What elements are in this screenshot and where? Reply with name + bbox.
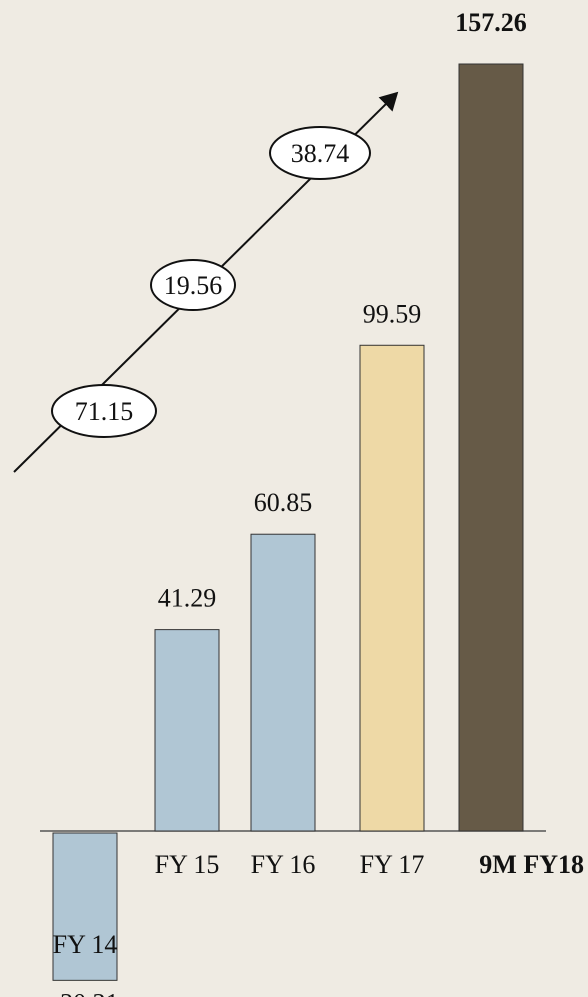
category-label-fy-14: FY 14 (53, 930, 118, 959)
growth-bubble-2 (150, 259, 236, 311)
value-label-fy-16: 60.85 (254, 488, 313, 517)
growth-label-3: 38.74 (291, 139, 350, 168)
value-label-9m-fy18: 157.26 (455, 8, 527, 37)
growth-bubble-3 (269, 126, 371, 180)
growth-trend: 71.15 19.56 38.74 (13, 91, 399, 473)
category-label-fy-17: FY 17 (360, 850, 425, 879)
bar-fy-16 (250, 533, 316, 832)
bar-fy-15 (154, 629, 220, 832)
growth-label-2: 19.56 (164, 271, 223, 300)
bar-9m-fy18 (458, 63, 524, 832)
category-label-9m-fy18: 9M FY18 (479, 850, 584, 879)
value-label-fy-14: -30.21 (51, 988, 118, 997)
value-label-fy-17: 99.59 (363, 299, 422, 328)
bar-fy-14 (52, 832, 118, 981)
growth-bubble-1 (51, 384, 157, 438)
growth-label-1: 71.15 (75, 397, 134, 426)
category-label-fy-15: FY 15 (155, 850, 220, 879)
value-label-fy-15: 41.29 (158, 584, 217, 613)
bar-fy-17 (359, 344, 425, 832)
category-label-fy-16: FY 16 (251, 850, 316, 879)
